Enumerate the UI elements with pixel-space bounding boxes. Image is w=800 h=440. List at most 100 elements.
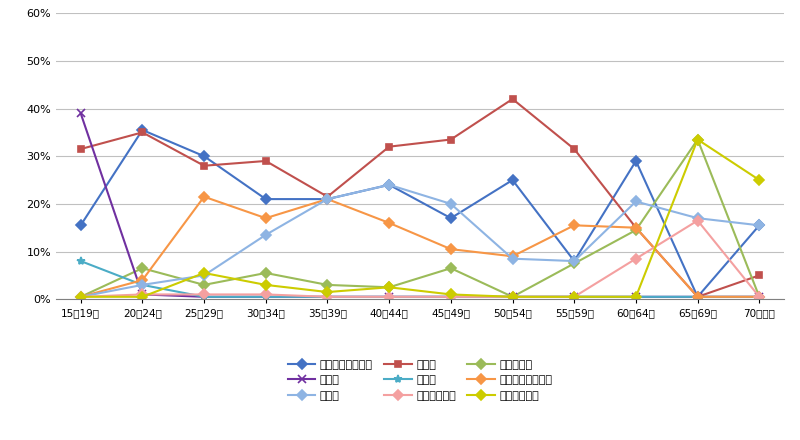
結婚・離婚・縁組 — [446, 246, 456, 252]
就　学 — [446, 294, 456, 300]
卒　業 — [322, 294, 332, 300]
転　動 — [384, 144, 394, 149]
就職・転職・転業 — [199, 154, 209, 159]
退職・廃業 — [570, 261, 579, 266]
結婚・離婚・縁組 — [693, 294, 702, 300]
住　宅 — [508, 256, 518, 261]
退職・廃業 — [754, 294, 764, 300]
就　学 — [138, 292, 147, 297]
退職・廃業 — [76, 294, 86, 300]
交通の利便性 — [570, 294, 579, 300]
卒　業 — [76, 258, 86, 264]
転　動 — [631, 225, 641, 231]
交通の利便性 — [693, 218, 702, 223]
就職・転職・転業 — [570, 258, 579, 264]
転　動 — [570, 147, 579, 152]
卒　業 — [384, 294, 394, 300]
生活の利便性 — [261, 282, 270, 288]
交通の利便性 — [76, 294, 86, 300]
生活の利便性 — [508, 294, 518, 300]
生活の利便性 — [693, 137, 702, 142]
転　動 — [138, 130, 147, 135]
就　学 — [261, 294, 270, 300]
生活の利便性 — [570, 294, 579, 300]
生活の利便性 — [138, 294, 147, 300]
退職・廃業 — [322, 282, 332, 288]
就職・転職・転業 — [322, 196, 332, 202]
就職・転職・転業 — [754, 223, 764, 228]
結婚・離婚・縁組 — [138, 278, 147, 283]
卒　業 — [693, 294, 702, 300]
Line: 就職・転職・転業: 就職・転職・転業 — [78, 127, 762, 300]
結婚・離婚・縁組 — [384, 220, 394, 226]
交通の利便性 — [384, 294, 394, 300]
住　宅 — [138, 282, 147, 288]
退職・廃業 — [446, 266, 456, 271]
就職・転職・転業 — [693, 294, 702, 300]
Line: 結婚・離婚・縁組: 結婚・離婚・縁組 — [78, 193, 762, 300]
就職・転職・転業 — [446, 216, 456, 221]
転　動 — [322, 194, 332, 199]
生活の利便性 — [199, 270, 209, 275]
就職・転職・転業 — [384, 182, 394, 187]
結婚・離婚・縁組 — [570, 223, 579, 228]
就職・転職・転業 — [508, 177, 518, 183]
就職・転職・転業 — [261, 196, 270, 202]
卒　業 — [570, 294, 579, 300]
就　学 — [322, 294, 332, 300]
結婚・離婚・縁組 — [322, 196, 332, 202]
転　動 — [693, 294, 702, 300]
交通の利便性 — [446, 294, 456, 300]
就職・転職・転業 — [631, 158, 641, 164]
住　宅 — [199, 273, 209, 278]
卒　業 — [446, 294, 456, 300]
就　学 — [199, 294, 209, 300]
退職・廃業 — [693, 137, 702, 142]
Line: 住　宅: 住 宅 — [78, 181, 762, 300]
退職・廃業 — [384, 285, 394, 290]
退職・廃業 — [138, 266, 147, 271]
住　宅 — [570, 258, 579, 264]
生活の利便性 — [754, 177, 764, 183]
就　学 — [76, 110, 86, 116]
就　学 — [693, 294, 702, 300]
Line: 生活の利便性: 生活の利便性 — [78, 136, 762, 300]
生活の利便性 — [76, 294, 86, 300]
就　学 — [508, 294, 518, 300]
Line: 卒　業: 卒 業 — [77, 257, 763, 301]
転　動 — [508, 96, 518, 102]
退職・廃業 — [508, 294, 518, 300]
Line: 退職・廃業: 退職・廃業 — [78, 136, 762, 300]
住　宅 — [76, 294, 86, 300]
就　学 — [570, 294, 579, 300]
Line: 交通の利便性: 交通の利便性 — [78, 217, 762, 300]
交通の利便性 — [261, 292, 270, 297]
住　宅 — [322, 196, 332, 202]
転　動 — [199, 163, 209, 169]
就　学 — [384, 294, 394, 300]
生活の利便性 — [631, 294, 641, 300]
住　宅 — [446, 201, 456, 206]
住　宅 — [384, 182, 394, 187]
就職・転職・転業 — [76, 223, 86, 228]
就　学 — [631, 294, 641, 300]
結婚・離婚・縁組 — [76, 294, 86, 300]
交通の利便性 — [322, 294, 332, 300]
卒　業 — [199, 294, 209, 300]
Line: 転　動: 転 動 — [78, 95, 762, 300]
交通の利便性 — [754, 294, 764, 300]
退職・廃業 — [261, 270, 270, 275]
交通の利便性 — [631, 256, 641, 261]
卒　業 — [508, 294, 518, 300]
卒　業 — [138, 282, 147, 288]
転　動 — [446, 137, 456, 142]
交通の利便性 — [508, 294, 518, 300]
生活の利便性 — [322, 290, 332, 295]
卒　業 — [631, 294, 641, 300]
結婚・離婚・縁組 — [261, 216, 270, 221]
住　宅 — [693, 216, 702, 221]
交通の利便性 — [199, 292, 209, 297]
退職・廃業 — [631, 227, 641, 233]
卒　業 — [261, 294, 270, 300]
Line: 就　学: 就 学 — [77, 109, 763, 301]
